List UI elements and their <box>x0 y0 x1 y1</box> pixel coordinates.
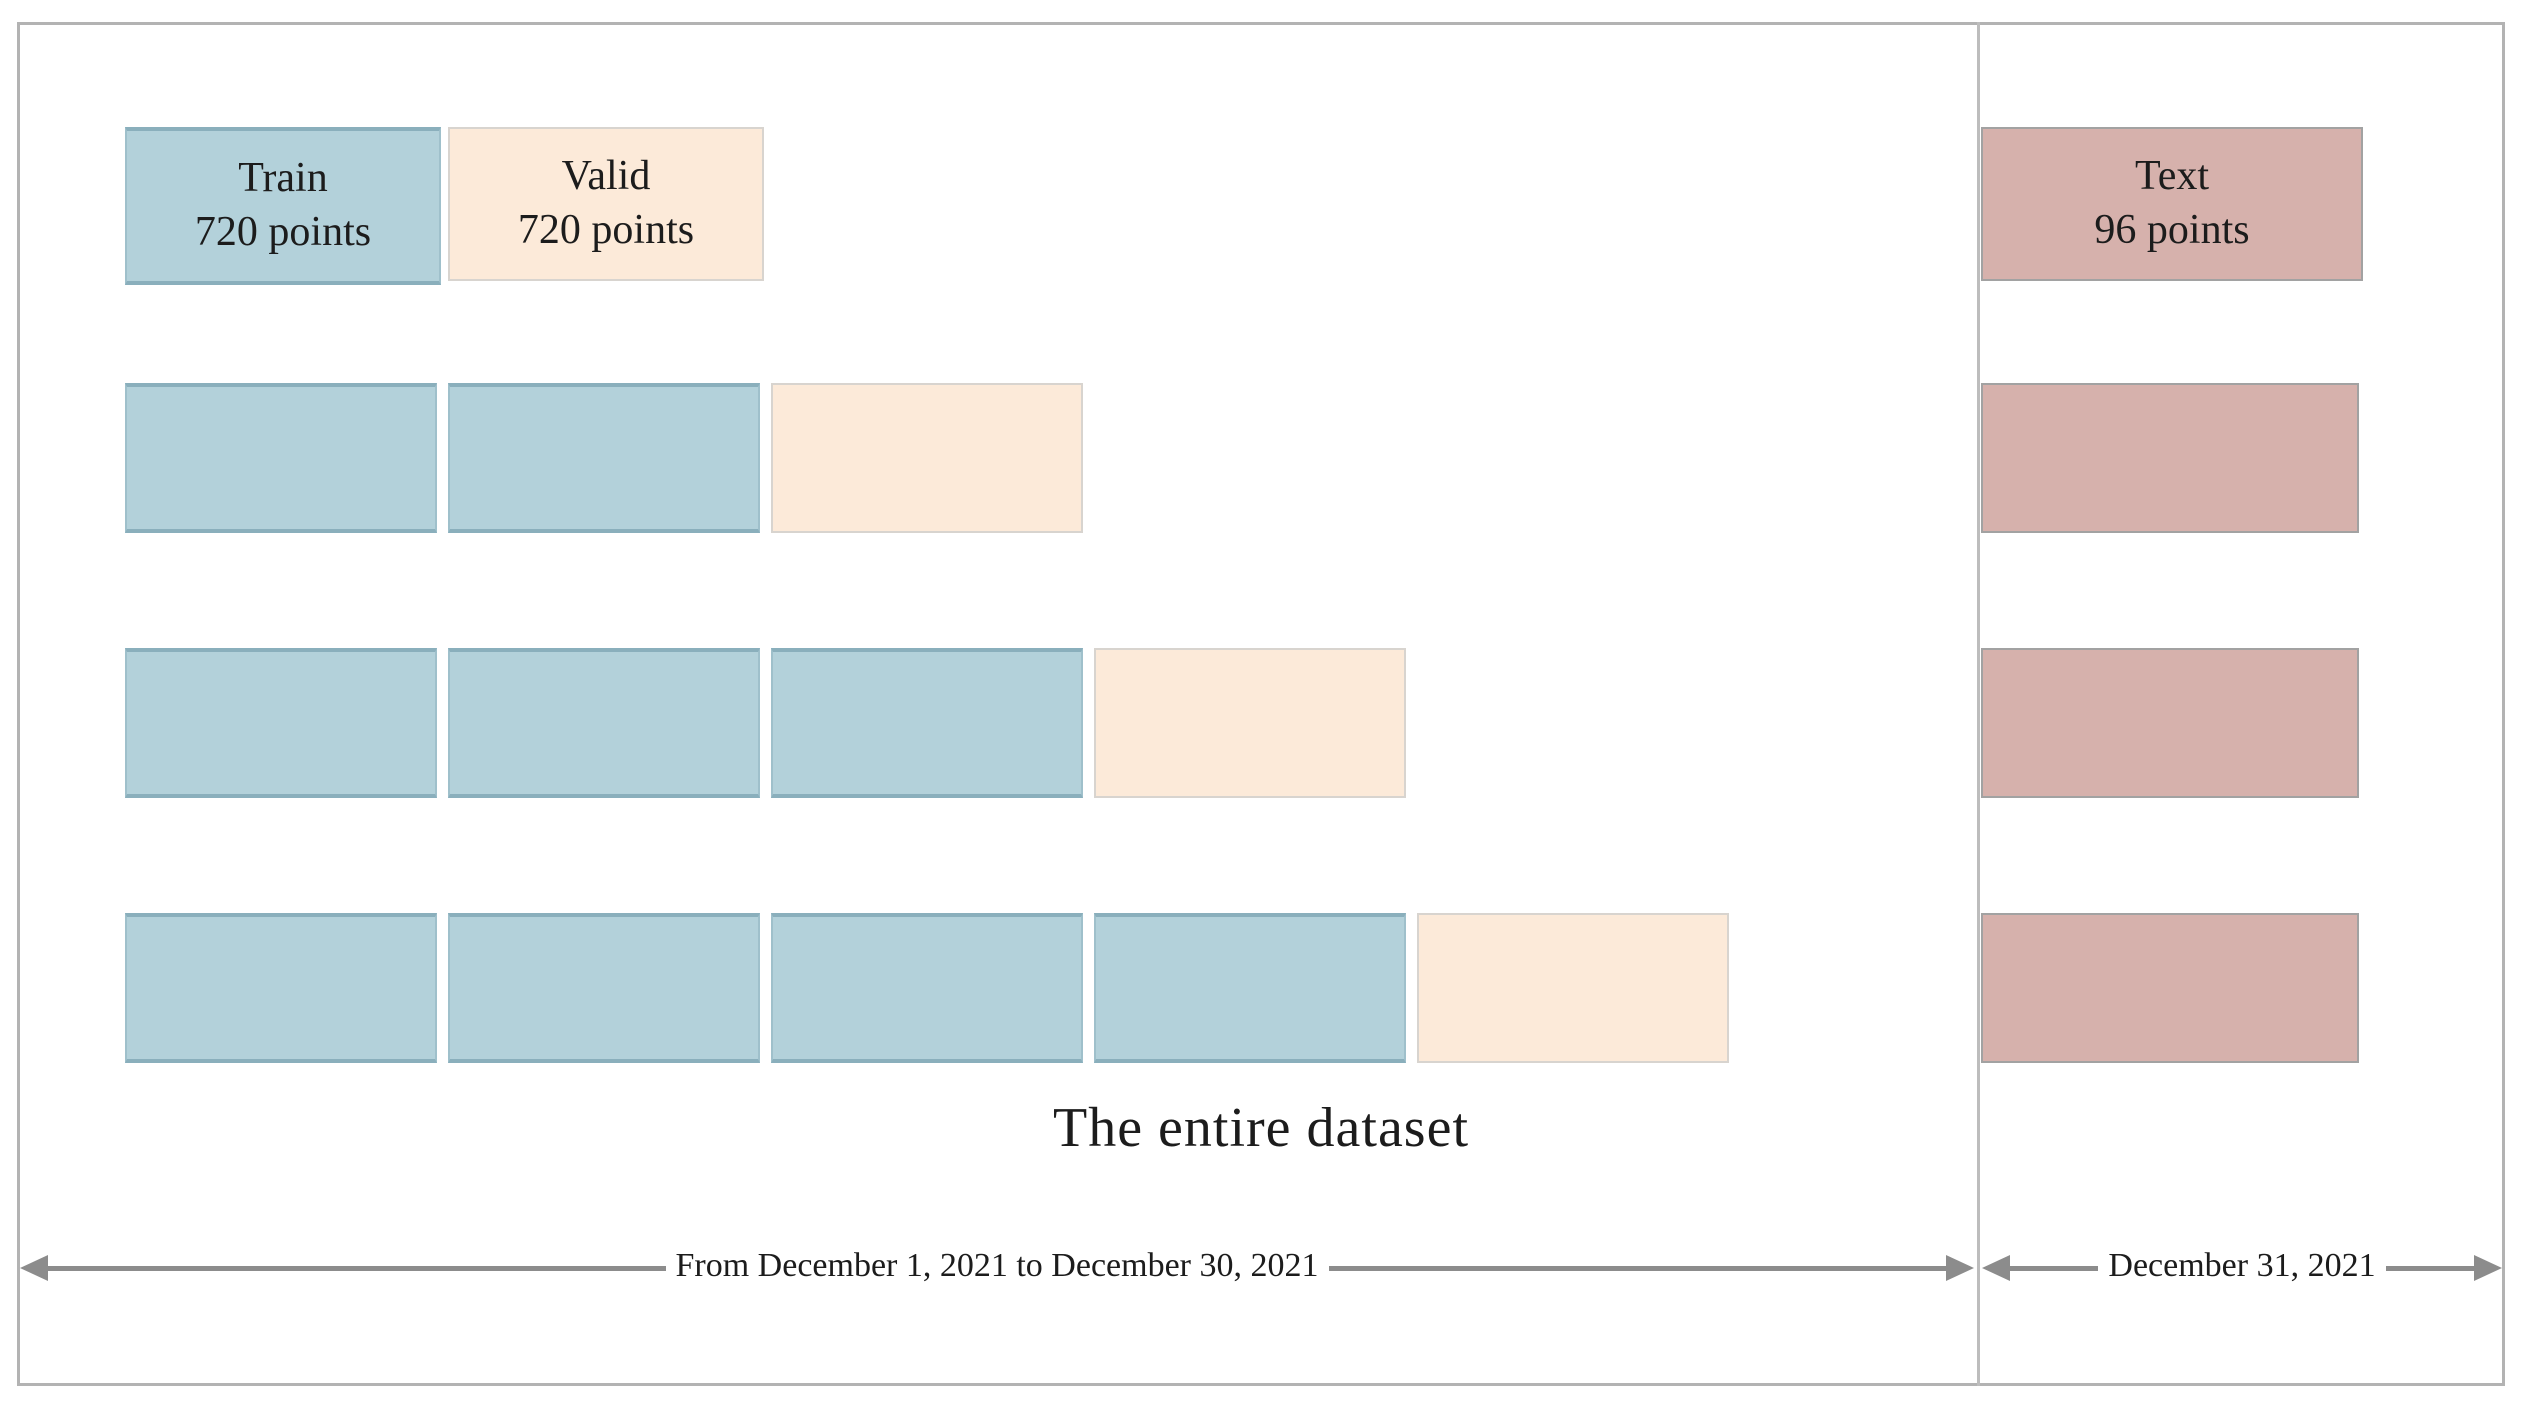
train-block <box>125 648 437 798</box>
train-block <box>1094 913 1406 1063</box>
figure-title: The entire dataset <box>1052 1097 1469 1159</box>
split-row-1 <box>125 383 1083 533</box>
train-block <box>448 648 760 798</box>
test-block <box>1981 648 2359 798</box>
test-block <box>1981 913 2359 1063</box>
legend-valid-box: Valid 720 points <box>448 127 764 281</box>
legend-valid-size: 720 points <box>517 207 695 253</box>
test-period-arrow: December 31, 2021 <box>1982 1246 2502 1290</box>
legend-valid-label: Valid <box>561 153 651 200</box>
main-period-label: From December 1, 2021 to December 30, 20… <box>675 1247 1319 1284</box>
legend-test-box: Text 96 points <box>1981 127 2363 281</box>
train-block <box>448 913 760 1063</box>
valid-block <box>771 383 1083 533</box>
test-block <box>1981 383 2359 533</box>
legend-train-box: Train 720 points <box>125 127 441 285</box>
arrow-line <box>48 1265 666 1271</box>
main-period-arrow: From December 1, 2021 to December 30, 20… <box>20 1246 1974 1290</box>
train-block <box>448 383 760 533</box>
legend-train-label: Train <box>238 155 328 202</box>
train-test-divider-line <box>1977 22 1980 1386</box>
split-row-2 <box>125 648 1406 798</box>
test-period-label: December 31, 2021 <box>2108 1247 2376 1284</box>
legend-train-size: 720 points <box>194 209 372 255</box>
legend-test-size: 96 points <box>2094 207 2250 253</box>
arrow-line <box>2385 1265 2474 1271</box>
train-block <box>125 913 437 1063</box>
arrow-line <box>2010 1265 2099 1271</box>
arrow-left-icon <box>20 1255 48 1281</box>
train-block <box>771 648 1083 798</box>
split-row-3 <box>125 913 1729 1063</box>
arrow-right-icon <box>1946 1255 1974 1281</box>
arrow-line <box>1328 1265 1946 1271</box>
valid-block <box>1417 913 1729 1063</box>
arrow-right-icon <box>2474 1255 2502 1281</box>
train-block <box>125 383 437 533</box>
train-block <box>771 913 1083 1063</box>
arrow-left-icon <box>1982 1255 2010 1281</box>
valid-block <box>1094 648 1406 798</box>
legend-test-label: Text <box>2134 153 2210 200</box>
